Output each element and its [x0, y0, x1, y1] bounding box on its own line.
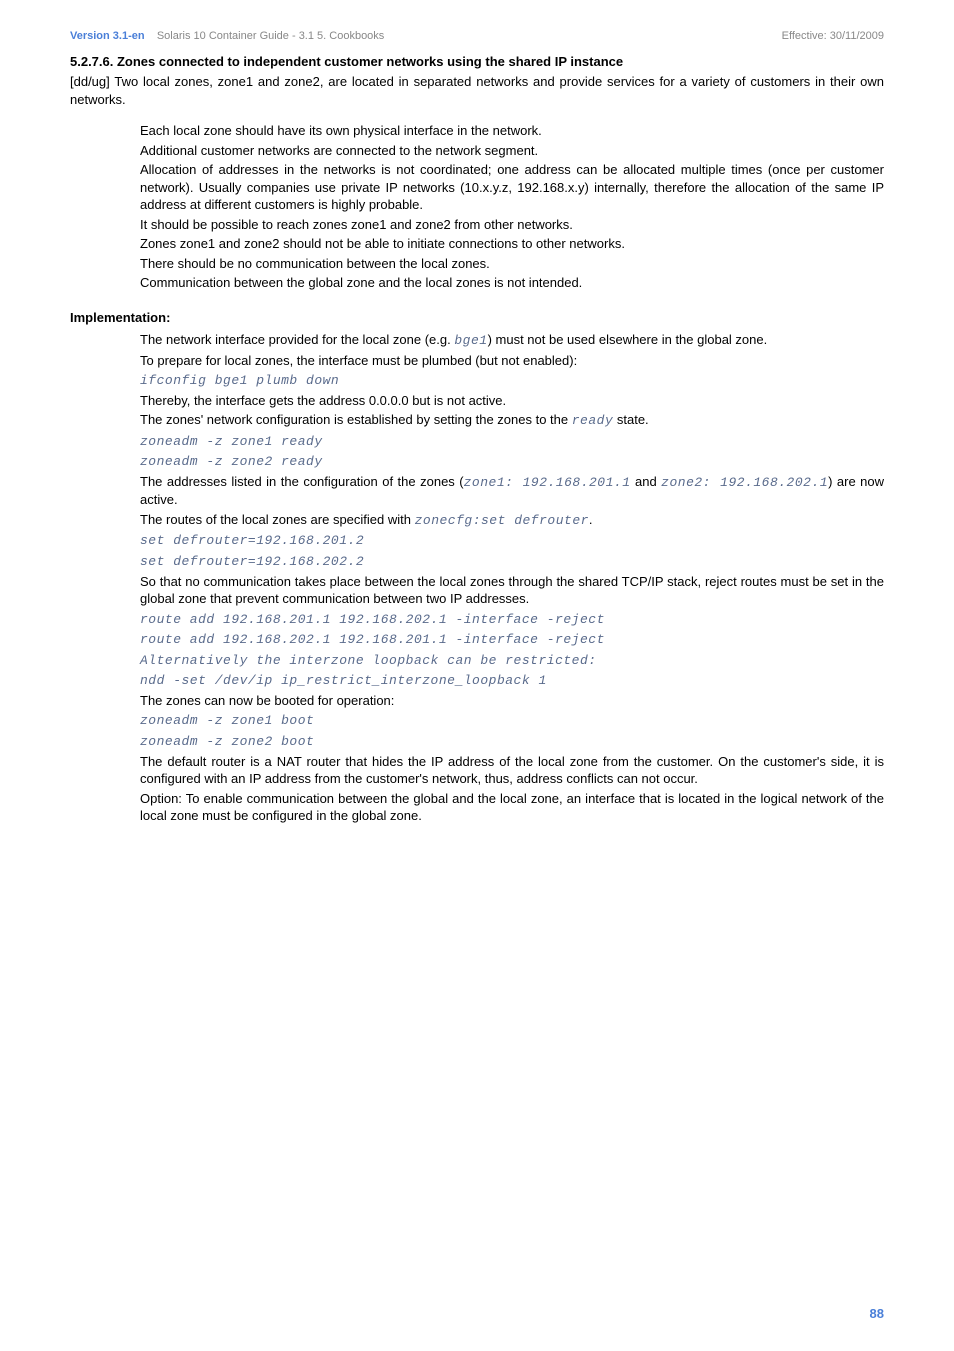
- code-line: zoneadm -z zone2 boot: [140, 732, 884, 751]
- code-line: set defrouter=192.168.202.2: [140, 552, 884, 571]
- impl-line: The zones can now be booted for operatio…: [140, 692, 884, 710]
- impl-line: The zones' network configuration is esta…: [140, 411, 884, 430]
- impl-line: Thereby, the interface gets the address …: [140, 392, 884, 410]
- impl-line: The addresses listed in the configuratio…: [140, 473, 884, 509]
- code-line: Alternatively the interzone loopback can…: [140, 651, 884, 670]
- code-text: ifconfig bge1 plumb down: [140, 373, 339, 388]
- header-left: Version 3.1-en Solaris 10 Container Guid…: [70, 30, 384, 42]
- code-inline: zonecfg:set defrouter: [415, 513, 589, 528]
- page-number: 88: [870, 1306, 884, 1321]
- impl-text: ) must not be used elsewhere in the glob…: [488, 332, 768, 347]
- code-line: route add 192.168.201.1 192.168.202.1 -i…: [140, 610, 884, 629]
- impl-text: The zones' network configuration is esta…: [140, 412, 572, 427]
- bullet-item: There should be no communication between…: [140, 255, 884, 273]
- implementation-block: The network interface provided for the l…: [140, 331, 884, 825]
- version-label: Version 3.1-en: [70, 30, 145, 42]
- code-text: set defrouter=192.168.201.2: [140, 533, 364, 548]
- intro-paragraph: [dd/ug] Two local zones, zone1 and zone2…: [70, 73, 884, 108]
- code-line: route add 192.168.202.1 192.168.201.1 -i…: [140, 630, 884, 649]
- bullet-item: Zones zone1 and zone2 should not be able…: [140, 235, 884, 253]
- code-text: zoneadm -z zone1 ready: [140, 434, 323, 449]
- code-text: ndd -set /dev/ip ip_restrict_interzone_l…: [140, 673, 547, 688]
- code-inline: zone2: 192.168.202.1: [661, 475, 828, 490]
- impl-text: and: [631, 474, 662, 489]
- code-line: ndd -set /dev/ip ip_restrict_interzone_l…: [140, 671, 884, 690]
- impl-text: .: [589, 512, 593, 527]
- code-text: route add 192.168.202.1 192.168.201.1 -i…: [140, 632, 605, 647]
- effective-date: Effective: 30/11/2009: [782, 30, 884, 42]
- bullet-item: It should be possible to reach zones zon…: [140, 216, 884, 234]
- bullet-block: Each local zone should have its own phys…: [140, 122, 884, 292]
- bullet-item: Each local zone should have its own phys…: [140, 122, 884, 140]
- impl-line: The default router is a NAT router that …: [140, 753, 884, 788]
- code-text: route add 192.168.201.1 192.168.202.1 -i…: [140, 612, 605, 627]
- bullet-item: Additional customer networks are connect…: [140, 142, 884, 160]
- code-line: zoneadm -z zone1 ready: [140, 432, 884, 451]
- code-inline: ready: [572, 413, 614, 428]
- doc-title: Solaris 10 Container Guide - 3.1 5. Cook…: [157, 30, 384, 42]
- code-line: zoneadm -z zone2 ready: [140, 452, 884, 471]
- impl-text: state.: [613, 412, 648, 427]
- code-text: set defrouter=192.168.202.2: [140, 554, 364, 569]
- impl-text: The routes of the local zones are specif…: [140, 512, 415, 527]
- page-header: Version 3.1-en Solaris 10 Container Guid…: [70, 30, 884, 42]
- code-line: set defrouter=192.168.201.2: [140, 531, 884, 550]
- code-text: zoneadm -z zone2 boot: [140, 734, 314, 749]
- bullet-item: Communication between the global zone an…: [140, 274, 884, 292]
- impl-line: The routes of the local zones are specif…: [140, 511, 884, 530]
- code-text: zoneadm -z zone1 boot: [140, 713, 314, 728]
- code-inline: zone1: 192.168.201.1: [464, 475, 631, 490]
- bullet-item: Allocation of addresses in the networks …: [140, 161, 884, 214]
- impl-text: The network interface provided for the l…: [140, 332, 454, 347]
- section-title: 5.2.7.6. Zones connected to independent …: [70, 54, 884, 69]
- implementation-heading: Implementation:: [70, 310, 884, 325]
- impl-line: Option: To enable communication between …: [140, 790, 884, 825]
- code-text: Alternatively the interzone loopback can…: [140, 653, 597, 668]
- impl-text: The addresses listed in the configuratio…: [140, 474, 464, 489]
- code-line: zoneadm -z zone1 boot: [140, 711, 884, 730]
- impl-line: So that no communication takes place bet…: [140, 573, 884, 608]
- code-inline: bge1: [454, 333, 487, 348]
- code-text: zoneadm -z zone2 ready: [140, 454, 323, 469]
- impl-line: To prepare for local zones, the interfac…: [140, 352, 884, 370]
- impl-line: The network interface provided for the l…: [140, 331, 884, 350]
- code-line: ifconfig bge1 plumb down: [140, 371, 884, 390]
